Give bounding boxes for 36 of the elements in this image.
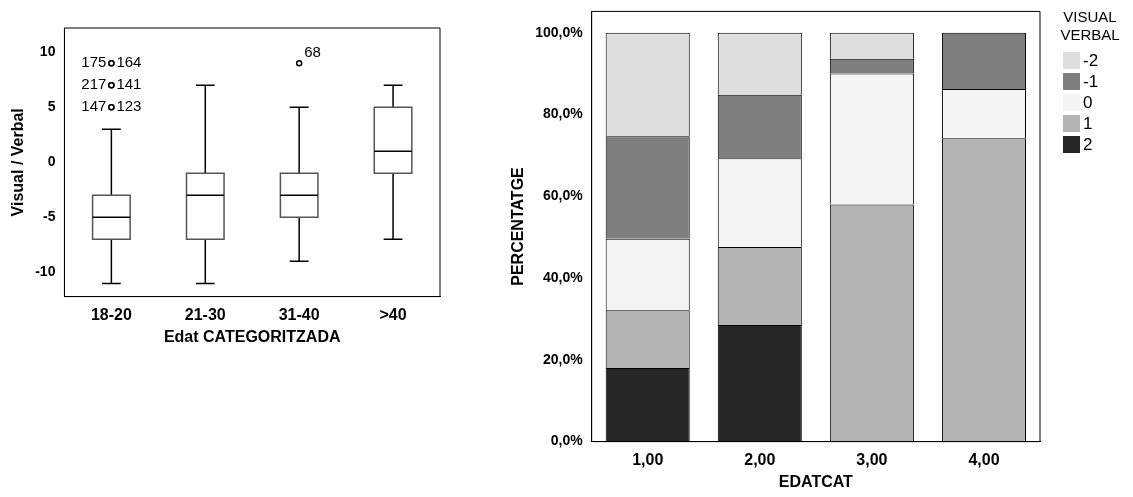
annotation: 123 [116,97,142,115]
annotation: 147 [81,97,107,115]
x-axis-title: Edat CATEGORITZADA [163,327,341,345]
x-axis-title: EDATCAT [778,472,854,490]
legend-title: VISUAL VERBAL [1059,8,1121,44]
x-tick-label: 2,00 [744,450,776,468]
y-tick-label: 5 [47,98,56,115]
y-tick-label: -5 [42,208,56,225]
y-tick-label: 60,0% [542,187,584,204]
annotation: 217 [81,75,107,93]
y-axis-title: Visual / Verbal [9,108,27,217]
y-tick-label: 100,0% [535,23,584,40]
y-tick-label: 0 [47,153,56,170]
y-axis-title: PERCENTATGE [509,166,527,286]
x-tick-label: 31-40 [278,305,320,323]
legend-label: 1 [1083,113,1093,133]
y-tick-label: 0,0% [550,432,584,449]
legend-label: -2 [1083,50,1099,70]
legend-label: -1 [1083,71,1099,91]
y-tick-label: 10 [39,43,56,60]
y-tick-label: -10 [35,263,56,280]
x-tick-label: >40 [379,305,407,323]
x-tick-label: 1,00 [632,450,664,468]
x-tick-label: 4,00 [968,450,1000,468]
x-tick-label: 18-20 [90,305,132,323]
x-tick-label: 3,00 [856,450,888,468]
y-tick-label: 20,0% [542,350,584,367]
x-tick-label: 21-30 [184,305,226,323]
y-tick-label: 40,0% [542,268,584,285]
annotation: 175 [81,53,107,71]
annotation: 164 [116,53,142,71]
annotation: 141 [116,75,142,93]
legend-label: 2 [1083,134,1093,154]
legend-label: 0 [1083,92,1093,112]
y-tick-label: 80,0% [542,105,584,122]
annotation: 68 [304,43,321,61]
